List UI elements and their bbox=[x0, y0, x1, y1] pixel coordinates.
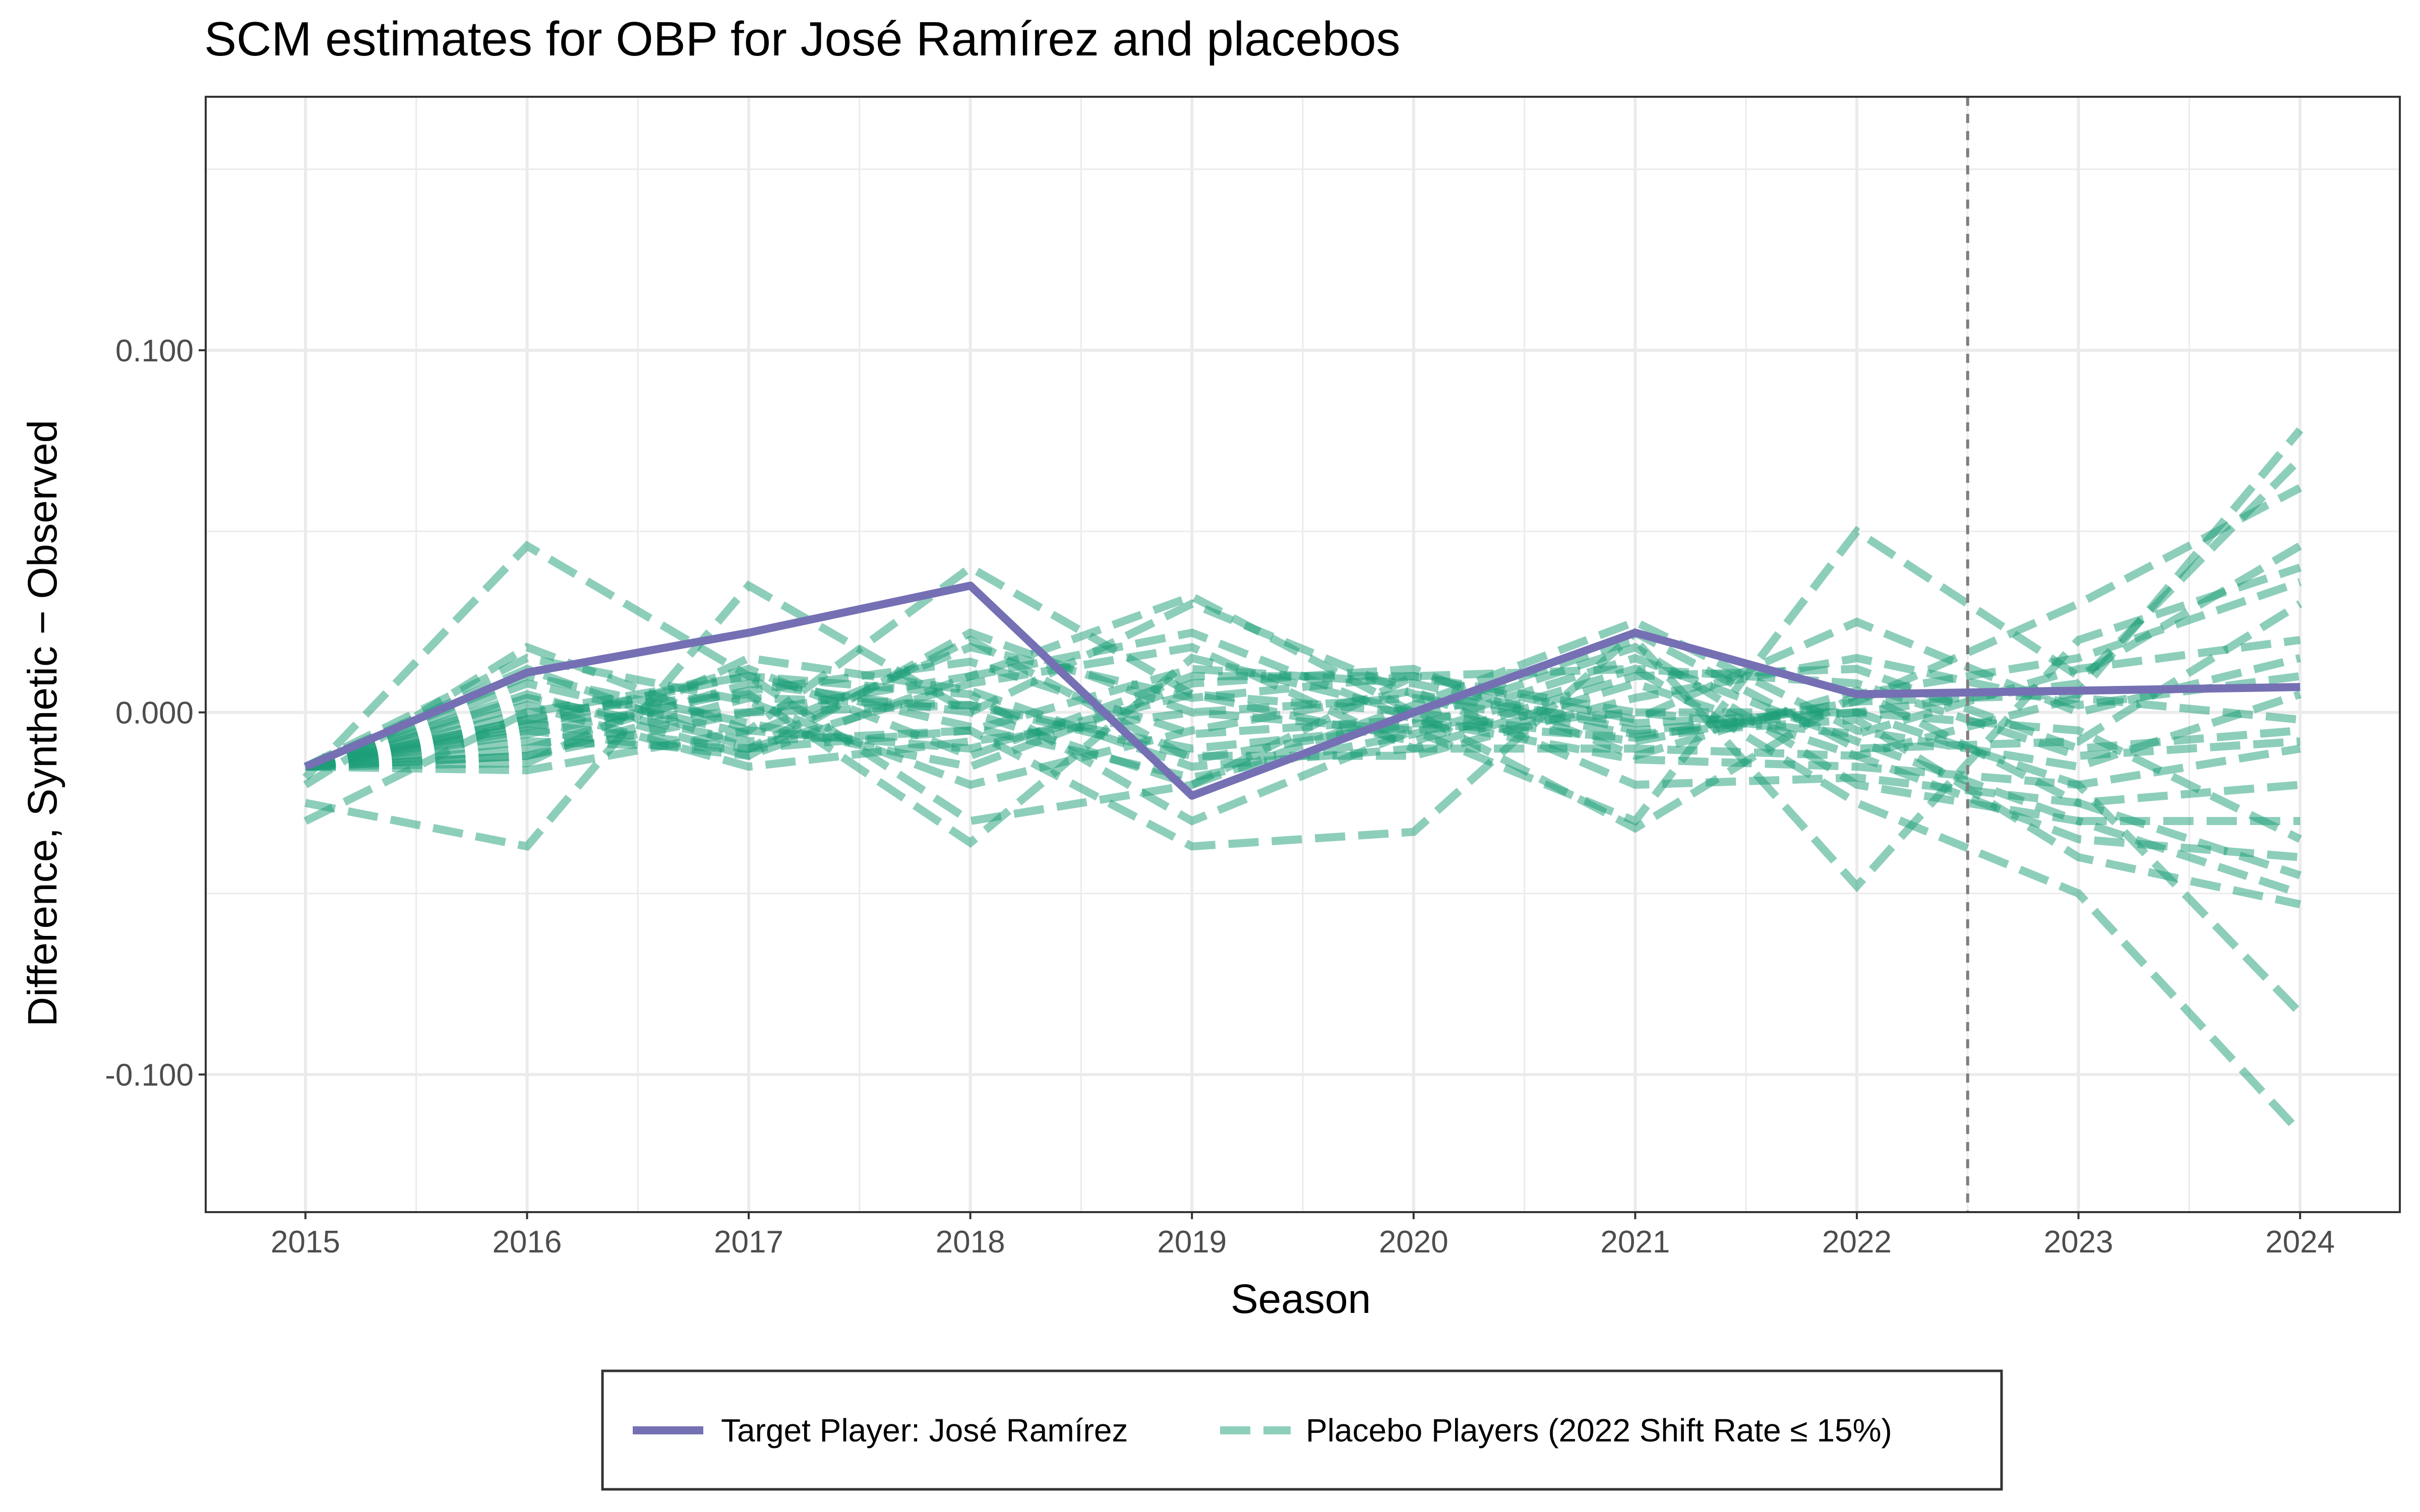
placebo-line bbox=[302, 540, 2303, 1016]
panel-border bbox=[205, 96, 2401, 1213]
legend-label-placebo: Placebo Players (2022 Shift Rate ≤ 15%) bbox=[1306, 1412, 1892, 1448]
x-tick-label: 2018 bbox=[936, 1225, 1005, 1259]
placebo-line bbox=[305, 654, 2301, 826]
y-tick-label: 0.100 bbox=[115, 334, 194, 368]
x-tick-label: 2019 bbox=[1157, 1225, 1227, 1259]
x-tick-label: 2020 bbox=[1379, 1225, 1448, 1259]
placebo-line bbox=[304, 643, 2301, 771]
x-tick-label: 2017 bbox=[714, 1225, 783, 1259]
x-tick-label: 2015 bbox=[271, 1225, 340, 1259]
placebo-line bbox=[305, 665, 2301, 775]
y-axis-title: Difference, Synthetic − Observed bbox=[20, 420, 66, 1027]
chart-title: SCM estimates for OBP for José Ramírez a… bbox=[204, 12, 1401, 66]
y-tick-label: 0.000 bbox=[115, 696, 194, 730]
placebo-line bbox=[305, 578, 2302, 833]
x-axis-title: Season bbox=[1231, 1276, 1371, 1322]
target-line bbox=[304, 581, 2301, 800]
legend: Target Player: José Ramírez Placebo Play… bbox=[601, 1369, 2003, 1491]
x-tick-label: 2024 bbox=[2265, 1225, 2335, 1259]
axis-layer: -0.100 0.000 0.100 2015 2016 2017 2018 2019 2020… bbox=[105, 96, 2401, 1259]
x-tick-label: 2021 bbox=[1600, 1225, 1670, 1259]
x-tick-label: 2022 bbox=[1822, 1225, 1892, 1259]
x-tick-label: 2016 bbox=[492, 1225, 562, 1259]
legend-box bbox=[601, 1369, 2003, 1491]
y-tick-label: -0.100 bbox=[105, 1058, 194, 1093]
placebo-line bbox=[304, 665, 2302, 879]
x-tick-label: 2023 bbox=[2044, 1225, 2113, 1259]
placebo-line bbox=[304, 563, 2302, 893]
legend-label-target: Target Player: José Ramírez bbox=[721, 1412, 1128, 1448]
